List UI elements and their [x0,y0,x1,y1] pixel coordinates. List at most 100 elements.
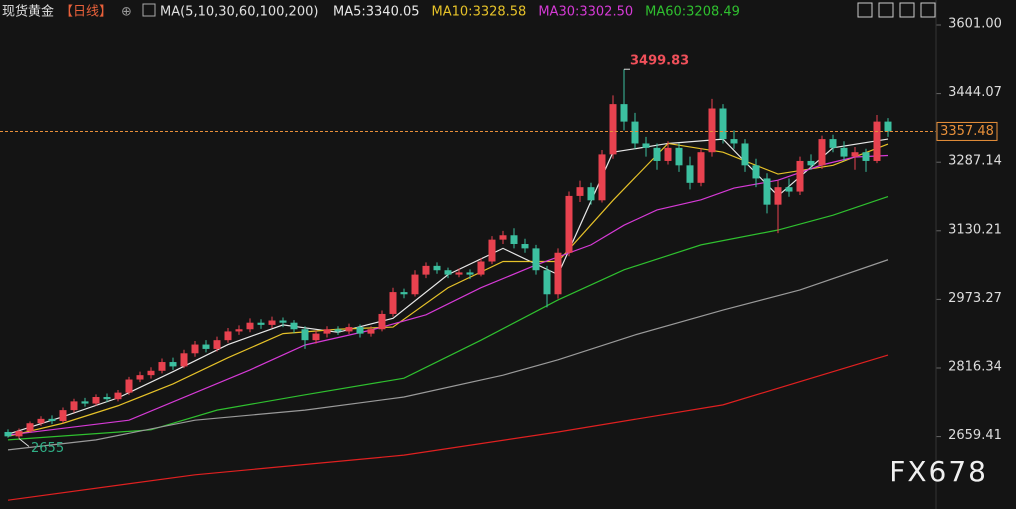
low-pointer [18,438,30,447]
candle-body [730,139,738,144]
candle-body [213,340,221,349]
candle-body [840,147,848,157]
candle-body [554,252,562,295]
candle-body [70,401,78,411]
ma-line [7,154,889,436]
candle-body [136,375,144,380]
candle-body [235,329,243,332]
candle-body [257,322,265,325]
plot-area: 3601.00 3444.07 3287.14 3130.21 2973.27 2816.… [0,17,1002,501]
candle-body [488,239,496,262]
header: 现货黄金 【日线】 ⊕ MA(5,10,30,60,100,200) MA5:3… [2,3,740,20]
candle-body [664,147,672,161]
legend-item: MA5:3340.05 [333,5,420,20]
candle-body [433,265,441,271]
candle-body [92,397,100,404]
candle-body [224,331,232,341]
candle-body [818,139,826,166]
candle-body [279,320,287,323]
y-tick-label: 3444.07 [948,85,1002,100]
last-price-label: 3357.48 [940,124,994,139]
candle-body [631,121,639,144]
legend-item: MA30:3302.50 [538,5,633,20]
candle-body [301,329,309,341]
candle-body [521,244,529,249]
candle-body [785,187,793,192]
candle-body [719,108,727,140]
candle-body [180,353,188,367]
candle-body [378,313,386,330]
candle-body [455,272,463,275]
low-label: 2655 [31,441,64,456]
ma-line [7,354,889,501]
candle-body [686,165,694,183]
candle-body [202,344,210,349]
settings-icon[interactable]: ⊕ [121,5,132,20]
last-price-box [936,121,998,141]
candle-body [653,147,661,161]
candle-body [37,418,45,424]
tool-button[interactable] [857,2,873,18]
candle-body [543,270,551,295]
tool-button[interactable] [878,2,894,18]
y-tick-label: 2973.27 [948,291,1002,306]
candle-body [411,274,419,295]
candle-body [4,431,12,437]
legend: MA5:3340.05 MA10:3328.58 MA30:3302.50 MA60:… [333,5,740,20]
tool-button[interactable] [899,2,915,18]
candle-body [708,108,716,153]
candle-body [114,392,122,400]
candle-body [862,152,870,161]
period[interactable]: 【日线】 [60,5,112,20]
candle-body [15,431,23,437]
candle-body [510,235,518,245]
candle-body [752,165,760,179]
legend-item: MA10:3328.58 [432,5,527,20]
y-tick-label: 3287.14 [948,154,1002,169]
legend-item: MA60:3208.49 [645,5,740,20]
ma-line [7,196,889,441]
candle-body [125,379,133,393]
tool-button[interactable] [920,2,936,18]
y-tick-label: 2816.34 [948,360,1002,375]
candle-body [796,160,804,192]
candle-body [466,272,474,275]
candle-body [323,329,331,334]
watermark: FX678 [889,455,988,488]
candle-body [873,121,881,161]
candle-body [312,333,320,341]
candle-body [851,152,859,157]
ma-line [7,259,889,451]
candle-body [807,160,815,166]
candle-body [884,121,892,132]
candle-body [147,370,155,376]
toolbar [857,2,936,18]
candle-body [268,320,276,325]
y-tick-label: 3130.21 [948,222,1002,237]
candle-body [576,187,584,196]
candle-body [774,187,782,205]
candle-body [741,143,749,166]
candle-body [158,362,166,371]
candle-body [81,401,89,404]
candle-body [169,362,177,367]
ma-icon[interactable] [142,3,156,17]
candle-body [499,235,507,240]
candle-body [697,152,705,183]
candle-body [620,104,628,122]
candle-body [642,143,650,148]
candle-body [609,104,617,155]
candle-body [675,147,683,166]
candle-body [48,418,56,422]
y-tick-label: 3601.00 [948,17,1002,32]
ma-title: MA(5,10,30,60,100,200) [160,5,318,20]
candle-body [400,292,408,295]
ma-line [7,142,889,437]
candle-body [246,322,254,330]
candle-body [477,261,485,275]
candle-body [389,292,397,314]
candle-body [59,410,67,422]
candle-body [26,423,34,432]
candle-body [356,327,364,334]
